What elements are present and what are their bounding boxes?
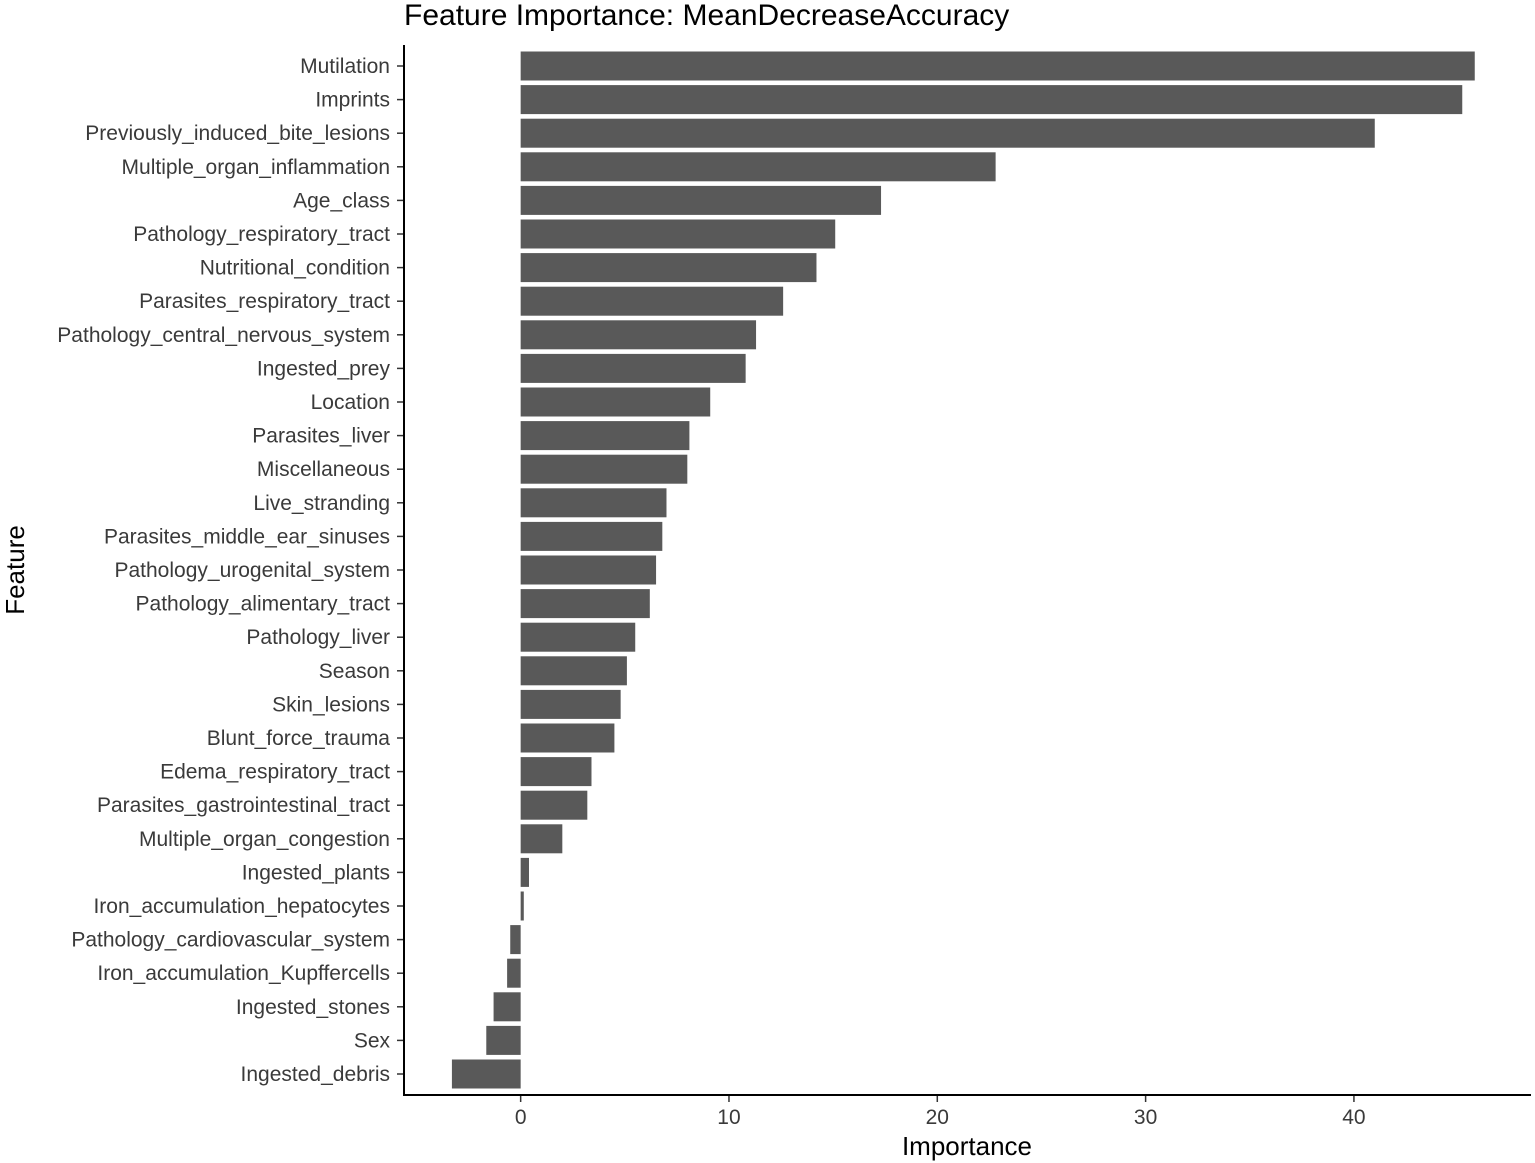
x-tick-label: 30	[1134, 1106, 1157, 1129]
x-tick-label: 20	[926, 1106, 949, 1129]
bar-parasites-respiratory-tract	[520, 286, 784, 316]
x-axis-title: Importance	[902, 1131, 1032, 1161]
y-tick-label: Multiple_organ_inflammation	[122, 156, 390, 179]
bar-age-class	[520, 185, 882, 215]
x-tick-label: 40	[1342, 1106, 1365, 1129]
y-tick-label: Ingested_prey	[257, 357, 391, 380]
bar-imprints	[520, 85, 1463, 115]
y-tick-label: Season	[319, 660, 390, 683]
y-tick-label: Parasites_middle_ear_sinuses	[104, 525, 390, 548]
y-tick-label: Parasites_respiratory_tract	[139, 290, 390, 313]
y-tick-label: Miscellaneous	[257, 458, 390, 481]
bar-live-stranding	[520, 488, 667, 518]
y-axis-ticks: Mutilation Imprints Previously_induced_bit…	[57, 55, 404, 1086]
y-tick-label: Pathology_respiratory_tract	[133, 223, 390, 246]
bar-pathology-cardiovascular-system	[510, 925, 521, 955]
y-tick-label: Pathology_urogenital_system	[114, 559, 390, 582]
y-tick-label: Parasites_liver	[252, 425, 390, 448]
bar-ingested-plants	[520, 857, 529, 887]
y-tick-label: Ingested_debris	[241, 1063, 390, 1086]
bar-pathology-alimentary-tract	[520, 589, 650, 619]
y-tick-label: Parasites_gastrointestinal_tract	[97, 794, 390, 817]
y-tick-label: Edema_respiratory_tract	[160, 761, 390, 784]
y-tick-label: Multiple_organ_congestion	[139, 828, 390, 851]
y-tick-label: Location	[311, 391, 390, 414]
bar-season	[520, 656, 627, 686]
x-tick-label: 10	[717, 1106, 740, 1129]
bar-parasites-liver	[520, 421, 690, 451]
y-tick-label: Pathology_liver	[246, 626, 390, 649]
y-tick-label: Pathology_cardiovascular_system	[71, 929, 390, 952]
chart-title: Feature Importance: MeanDecreaseAccuracy	[404, 0, 1009, 32]
bar-multiple-organ-congestion	[520, 824, 563, 854]
bars-layer	[451, 51, 1475, 1089]
y-tick-label: Mutilation	[300, 55, 390, 78]
bar-iron-accumulation-hepatocytes	[520, 891, 524, 921]
bar-iron-accumulation-kupffercells	[507, 958, 521, 988]
y-tick-label: Live_stranding	[253, 492, 390, 515]
bar-location	[520, 387, 711, 417]
y-tick-label: Pathology_central_nervous_system	[57, 324, 390, 347]
bar-blunt-force-trauma	[520, 723, 615, 753]
bar-parasites-middle-ear-sinuses	[520, 521, 663, 551]
x-axis-ticks: 0 10 20 30 40	[515, 1095, 1366, 1129]
y-tick-label: Iron_accumulation_hepatocytes	[93, 895, 390, 918]
y-tick-label: Ingested_plants	[242, 861, 390, 884]
bar-ingested-prey	[520, 353, 746, 383]
y-axis-title: Feature	[0, 525, 30, 615]
y-tick-label: Sex	[354, 1029, 391, 1052]
bar-parasites-gastrointestinal-tract	[520, 790, 588, 820]
y-tick-label: Imprints	[315, 89, 390, 112]
bar-pathology-liver	[520, 622, 636, 652]
bar-pathology-respiratory-tract	[520, 219, 836, 249]
bar-pathology-central-nervous-system	[520, 320, 757, 350]
bar-sex	[486, 1025, 521, 1055]
y-tick-label: Pathology_alimentary_tract	[136, 593, 391, 616]
bar-miscellaneous	[520, 454, 688, 484]
bar-multiple-organ-inflammation	[520, 152, 996, 182]
bar-edema-respiratory-tract	[520, 757, 592, 787]
x-tick-label: 0	[515, 1106, 527, 1129]
bar-ingested-stones	[493, 992, 521, 1022]
y-tick-label: Age_class	[293, 189, 390, 212]
y-tick-label: Iron_accumulation_Kupffercells	[97, 962, 390, 985]
y-tick-label: Nutritional_condition	[200, 257, 390, 280]
y-tick-label: Blunt_force_trauma	[207, 727, 391, 750]
bar-pathology-urogenital-system	[520, 555, 657, 585]
bar-mutilation	[520, 51, 1475, 81]
y-tick-label: Skin_lesions	[272, 693, 390, 716]
bar-ingested-debris	[451, 1059, 521, 1089]
bar-previously-induced-bite-lesions	[520, 118, 1375, 148]
bar-nutritional-condition	[520, 253, 817, 283]
y-tick-label: Ingested_stones	[236, 996, 390, 1019]
y-tick-label: Previously_induced_bite_lesions	[85, 122, 390, 145]
bar-skin-lesions	[520, 689, 621, 719]
